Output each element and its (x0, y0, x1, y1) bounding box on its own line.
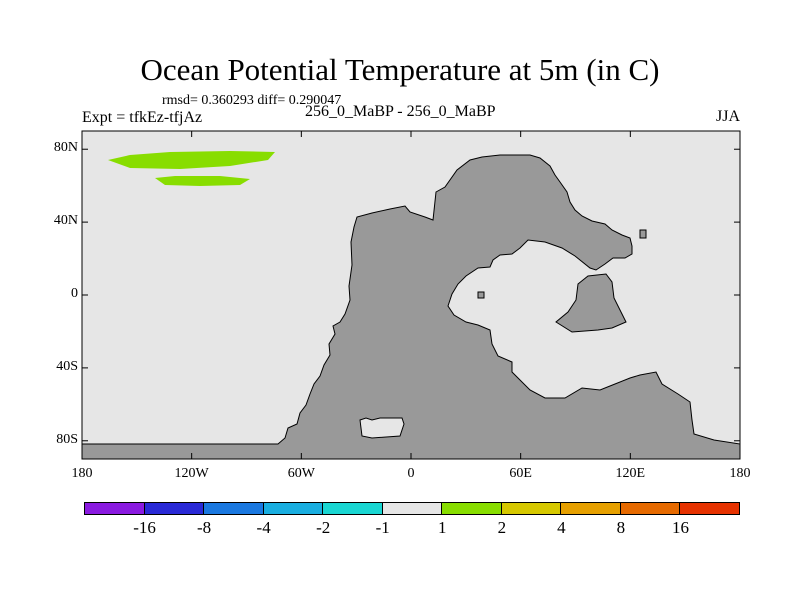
colorbar (84, 502, 741, 515)
colorbar-box (322, 502, 383, 515)
colorbar-label: 1 (438, 518, 447, 537)
colorbar-label: -2 (316, 518, 331, 537)
x-tick-label: 120W (174, 466, 209, 481)
colorbar-box (203, 502, 264, 515)
colorbar-label: -8 (196, 518, 212, 537)
y-tick-label: 40S (56, 358, 78, 374)
colorbar-label: 4 (557, 518, 566, 537)
axis-ticks (81, 131, 741, 459)
x-tick-label: 120E (615, 466, 646, 481)
rmsd-diff-stats: rmsd= 0.360293 diff= 0.290047 (162, 93, 342, 108)
y-tick-label: 40N (53, 213, 78, 229)
island-east (555, 273, 627, 333)
season-label: JJA (715, 108, 740, 125)
colorbar-label: 2 (497, 518, 507, 537)
y-tick-label: 80N (53, 140, 78, 156)
y-tick-label: 0 (71, 286, 78, 301)
anomaly-patch-north (108, 151, 275, 169)
x-tick-label: 180 (729, 466, 751, 481)
colorbar-label: 16 (671, 518, 689, 537)
x-tick-label: 60W (287, 466, 315, 481)
y-tick-label: 80S (56, 431, 78, 447)
colorbar-box (262, 502, 324, 515)
anomaly-patch-south (155, 176, 250, 186)
island-tiny-2 (639, 229, 647, 239)
colorbar-box (84, 502, 145, 515)
x-tick-label: 0 (407, 466, 415, 481)
colorbar-box (143, 502, 205, 515)
experiment-label: Expt = tfkEz-tfjAz (82, 109, 203, 126)
colorbar-label: -1 (375, 518, 390, 537)
x-tick-label: 60E (509, 466, 532, 481)
plot-title: Ocean Potential Temperature at 5m (in C) (140, 52, 660, 87)
colorbar-box (679, 502, 741, 515)
colorbar-box (500, 502, 562, 515)
colorbar-label: 8 (616, 518, 626, 537)
inland-sea (359, 417, 405, 439)
island-tiny-1 (477, 291, 485, 299)
colorbar-box (441, 502, 502, 515)
x-tick-label: 180 (71, 466, 93, 481)
colorbar-box (619, 502, 681, 515)
land-pangaea (81, 154, 741, 460)
colorbar-box (560, 502, 621, 515)
period-label: 256_0_MaBP - 256_0_MaBP (305, 103, 496, 120)
colorbar-label: -16 (133, 518, 156, 537)
colorbar-label: -4 (256, 518, 271, 537)
colorbar-box (381, 502, 443, 515)
